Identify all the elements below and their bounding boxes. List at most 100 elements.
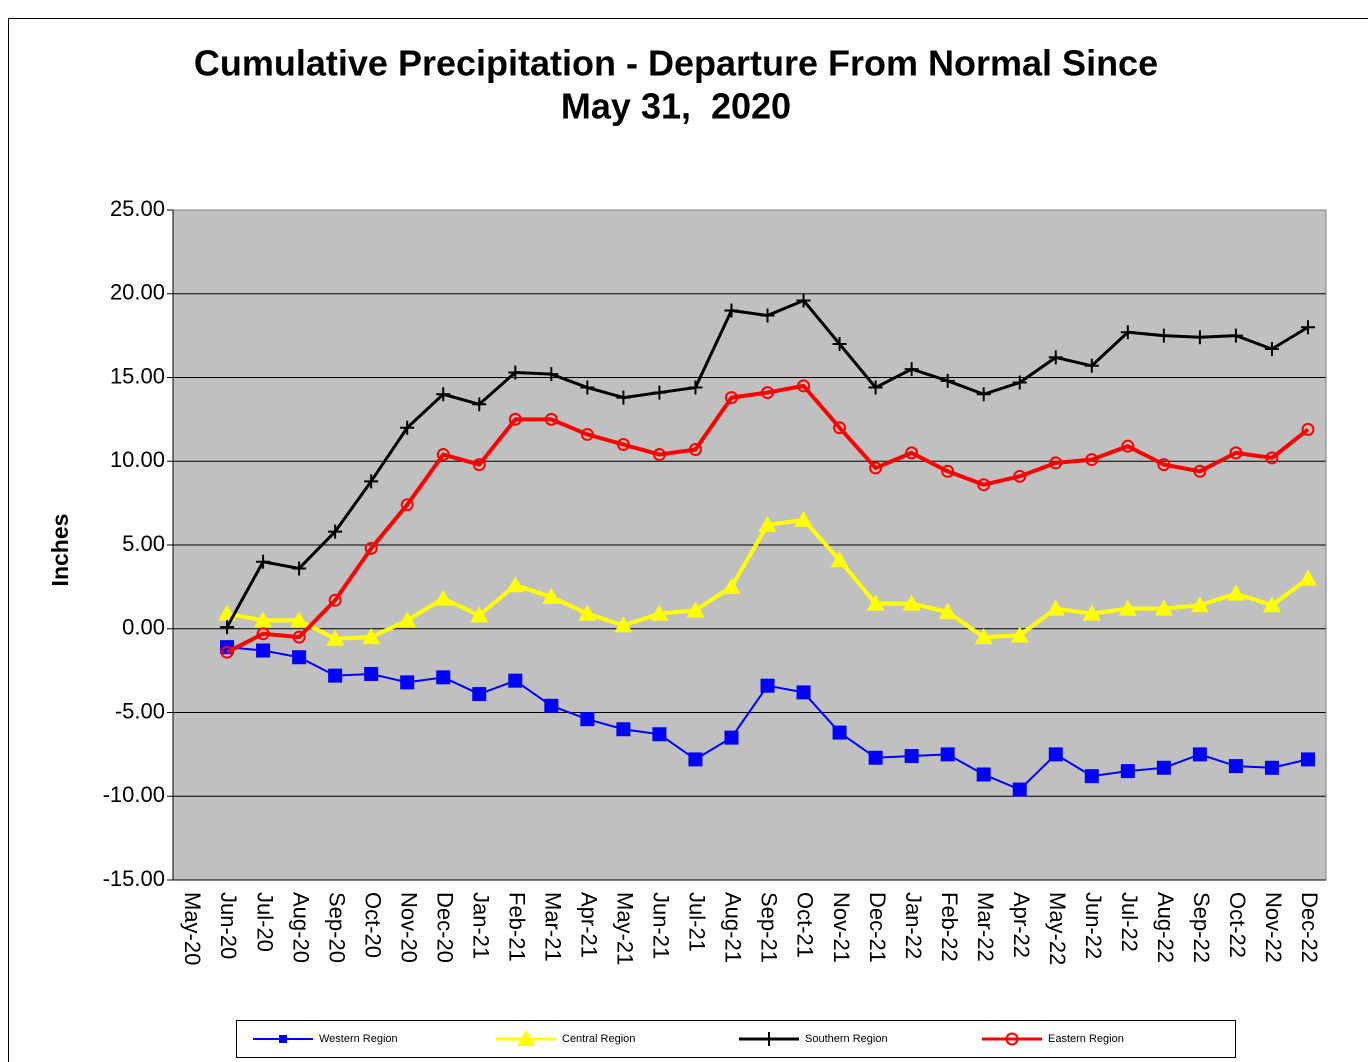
marker	[904, 362, 919, 377]
marker	[652, 727, 667, 742]
marker	[1226, 584, 1245, 601]
marker	[400, 675, 415, 690]
marker	[1192, 330, 1207, 345]
marker	[758, 515, 777, 532]
marker	[292, 650, 307, 665]
marker	[616, 722, 631, 737]
marker	[290, 611, 309, 628]
x-tick-label: Jul-21	[685, 892, 710, 952]
legend-item: Western Region	[253, 1033, 398, 1045]
x-tick-label: Sep-20	[324, 892, 349, 963]
marker	[688, 752, 703, 767]
marker	[904, 749, 919, 764]
marker	[905, 446, 919, 460]
marker	[724, 391, 738, 405]
marker	[506, 576, 525, 593]
legend-item: Southern Region	[739, 1032, 888, 1046]
marker	[1120, 764, 1135, 779]
y-tick-label: 15.00	[110, 363, 165, 388]
marker	[544, 698, 559, 713]
marker	[722, 577, 741, 594]
x-tick-label: Dec-20	[432, 892, 457, 963]
y-tick-label: 25.00	[110, 196, 165, 221]
marker	[794, 510, 813, 527]
marker	[1048, 350, 1063, 365]
marker	[868, 750, 883, 765]
marker	[470, 606, 489, 623]
x-tick-label: Nov-22	[1261, 892, 1286, 963]
y-axis-label: Inches	[47, 514, 73, 587]
marker	[796, 293, 811, 308]
marker	[1190, 596, 1209, 613]
marker	[724, 730, 739, 745]
marker	[1121, 439, 1135, 453]
marker	[1264, 342, 1279, 357]
marker	[544, 367, 559, 382]
marker	[580, 380, 595, 395]
marker	[1154, 599, 1173, 616]
legend-marker	[279, 1035, 287, 1043]
x-tick-label: May-20	[180, 892, 205, 965]
x-tick-label: Nov-21	[829, 892, 854, 963]
marker	[1298, 569, 1317, 586]
x-tick-label: Feb-21	[504, 892, 529, 962]
marker	[977, 478, 991, 492]
marker	[256, 643, 271, 658]
marker	[1049, 456, 1063, 470]
x-tick-label: Mar-21	[541, 892, 566, 962]
marker	[508, 412, 522, 426]
legend-label: Southern Region	[805, 1033, 888, 1045]
x-tick-label: Dec-21	[865, 892, 890, 963]
marker	[292, 561, 307, 576]
legend-item: Central Region	[496, 1030, 635, 1046]
y-tick-label: 20.00	[110, 280, 165, 305]
y-tick-label: -5.00	[115, 698, 165, 723]
marker	[436, 387, 451, 402]
marker	[830, 551, 849, 568]
marker	[724, 303, 739, 318]
marker	[902, 594, 921, 611]
marker	[364, 541, 378, 555]
x-tick-label: Jul-22	[1117, 892, 1142, 952]
marker	[1300, 752, 1315, 767]
marker	[1046, 599, 1065, 616]
marker	[686, 601, 705, 618]
marker	[1229, 446, 1243, 460]
x-tick-label: Aug-22	[1153, 892, 1178, 963]
marker	[688, 380, 703, 395]
marker	[760, 308, 775, 323]
marker	[328, 593, 342, 607]
x-tick-label: Jun-20	[216, 892, 241, 959]
x-tick-label: May-22	[1045, 892, 1070, 965]
marker	[1010, 626, 1029, 643]
marker	[364, 474, 379, 489]
marker	[761, 386, 775, 400]
marker	[1228, 328, 1243, 343]
marker	[869, 461, 883, 475]
marker	[1082, 604, 1101, 621]
legend-marker	[517, 1030, 535, 1046]
x-tick-label: Jan-22	[901, 892, 926, 959]
marker	[1156, 328, 1171, 343]
marker	[650, 604, 669, 621]
marker	[1265, 451, 1279, 465]
marker	[580, 712, 595, 727]
marker	[256, 554, 271, 569]
x-tick-label: May-21	[613, 892, 638, 965]
legend-label: Western Region	[319, 1033, 398, 1045]
marker	[328, 668, 343, 683]
marker	[940, 373, 955, 388]
marker	[796, 685, 811, 700]
marker	[1012, 375, 1027, 390]
chart-title: Cumulative Precipitation - Departure Fro…	[194, 43, 1158, 84]
marker	[833, 421, 847, 435]
marker	[866, 594, 885, 611]
x-tick-label: Apr-21	[577, 892, 602, 958]
marker	[220, 620, 235, 635]
marker	[1192, 747, 1207, 762]
marker	[1118, 599, 1137, 616]
marker	[832, 725, 847, 740]
marker	[256, 627, 270, 641]
x-tick-label: Sep-22	[1189, 892, 1214, 963]
marker	[974, 628, 993, 645]
